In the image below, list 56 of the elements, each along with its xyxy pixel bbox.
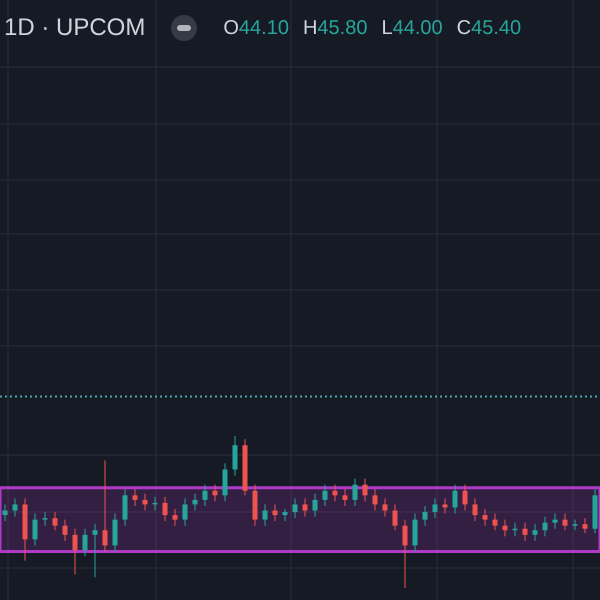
candlestick bbox=[72, 528, 78, 575]
candlestick bbox=[432, 498, 438, 519]
candlestick bbox=[172, 508, 178, 526]
candlestick bbox=[372, 488, 378, 512]
candlestick bbox=[442, 498, 448, 514]
candlestick bbox=[462, 484, 468, 512]
candlestick bbox=[572, 519, 578, 531]
candlestick bbox=[312, 493, 318, 518]
candlestick bbox=[452, 484, 458, 514]
candlestick bbox=[342, 488, 348, 506]
candlestick bbox=[502, 519, 508, 537]
candlestick bbox=[282, 508, 288, 522]
candlestick bbox=[562, 513, 568, 531]
candlestick bbox=[362, 478, 368, 502]
candlestick bbox=[202, 484, 208, 506]
candlestick bbox=[302, 498, 308, 518]
candlestick bbox=[212, 484, 218, 502]
candlestick bbox=[12, 498, 18, 518]
candlestick bbox=[32, 513, 38, 546]
candlestick bbox=[332, 484, 338, 502]
candlestick bbox=[262, 504, 268, 526]
candlestick bbox=[82, 528, 88, 557]
candlestick bbox=[192, 493, 198, 512]
candlestick bbox=[542, 516, 548, 537]
candlestick bbox=[392, 504, 398, 531]
candlestick bbox=[62, 519, 68, 542]
candlestick bbox=[352, 478, 358, 506]
text: O44.10 bbox=[223, 16, 289, 38]
candlestick bbox=[492, 513, 498, 531]
chart-title: 1D · UPCOM bbox=[4, 14, 146, 42]
candlestick bbox=[512, 522, 518, 537]
candlestick bbox=[582, 518, 588, 534]
candlestick bbox=[52, 512, 58, 531]
candlestick bbox=[142, 493, 148, 512]
text: C45.40 bbox=[456, 16, 522, 38]
candlestick bbox=[522, 522, 528, 542]
candlestick bbox=[472, 498, 478, 522]
candlestick bbox=[482, 508, 488, 526]
candlestick bbox=[532, 524, 538, 542]
text: L44.00 bbox=[381, 16, 443, 38]
candlestick bbox=[552, 513, 558, 530]
candlestick bbox=[152, 496, 158, 512]
candlestick bbox=[162, 496, 168, 522]
candlestick bbox=[272, 504, 278, 522]
candlestick bbox=[182, 498, 188, 526]
candlestick bbox=[132, 488, 138, 506]
candlestick bbox=[322, 484, 328, 506]
text: H45.80 bbox=[302, 16, 368, 38]
candlestick bbox=[92, 524, 98, 578]
candlestick bbox=[2, 504, 8, 522]
candlestick bbox=[42, 512, 48, 526]
candlestick bbox=[402, 519, 408, 588]
candlestick bbox=[292, 498, 298, 519]
candlestick bbox=[102, 460, 108, 552]
candlestick bbox=[382, 498, 388, 518]
candlestick bbox=[422, 505, 428, 526]
